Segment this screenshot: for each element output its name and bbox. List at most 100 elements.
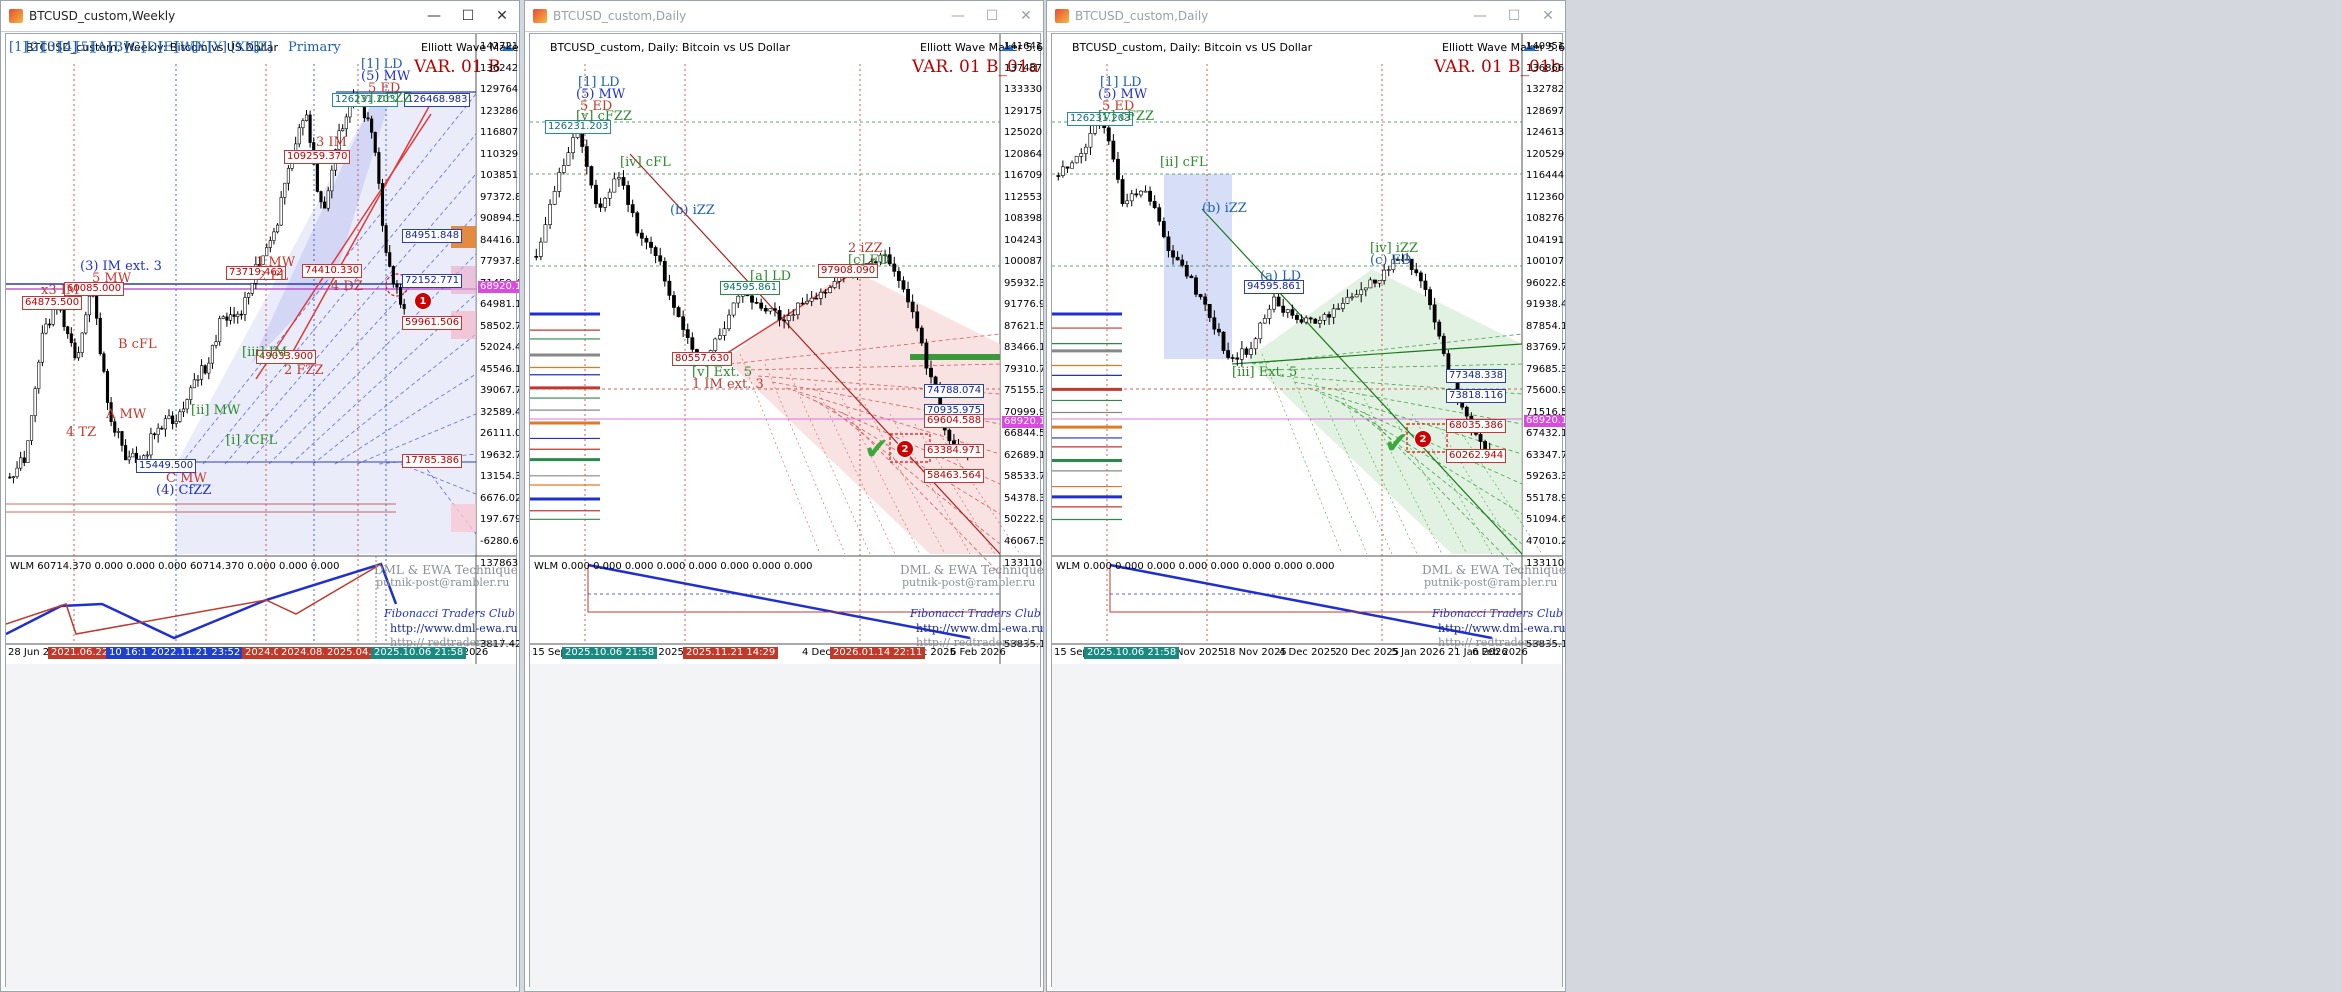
candle-body — [1304, 317, 1309, 323]
close-button[interactable]: ✕ — [496, 8, 508, 24]
window-titlebar[interactable]: BTCUSD_custom,Daily — ☐ ✕ — [1047, 1, 1565, 32]
candle-body — [713, 338, 718, 351]
price-chart[interactable]: BTCUSD_custom, Weekly: Bitcoin vs US Dol… — [5, 33, 519, 990]
wave-label: [v] cFZZ — [576, 109, 632, 124]
channel-line — [1307, 387, 1523, 455]
candle-body — [763, 308, 768, 312]
maximize-button[interactable]: ☐ — [461, 8, 475, 24]
window-titlebar[interactable]: BTCUSD_custom,Daily — ☐ ✕ — [525, 1, 1043, 32]
wave-label: [ii] cFL — [1160, 155, 1208, 170]
price-tick: 26111.063 — [480, 428, 519, 439]
current-price-tag: 68920.150 — [1524, 415, 1565, 427]
candle-body — [1111, 140, 1116, 160]
candle-body — [1171, 250, 1175, 258]
price-tick: 96022.880 — [1526, 277, 1565, 289]
timeframe-tab[interactable]: [1] — [9, 40, 28, 55]
candle-body — [192, 379, 196, 389]
candle-body — [189, 387, 193, 400]
price-tick: 90894.523 — [480, 213, 519, 224]
chart-window-weekly[interactable]: BTCUSD_custom,Weekly — ☐ ✕ BTCUSD_custom… — [0, 0, 520, 992]
candle-body — [26, 440, 30, 463]
candle-body — [178, 411, 182, 422]
timeframe-tab[interactable]: [B] — [108, 40, 129, 55]
candle-body — [174, 421, 178, 424]
candle-body — [919, 327, 924, 344]
close-button[interactable]: ✕ — [1020, 8, 1032, 24]
empty-area — [1052, 664, 1562, 990]
timeframe-tab[interactable]: [C] — [125, 40, 146, 55]
chart-window-daily-a[interactable]: BTCUSD_custom,Daily — ☐ ✕ BTCUSD_custom,… — [524, 0, 1044, 992]
maximize-button[interactable]: ☐ — [985, 8, 999, 24]
minimize-button[interactable]: — — [1473, 8, 1487, 24]
timeframe-tab[interactable]: [5] — [75, 40, 94, 55]
minimize-button[interactable]: — — [427, 8, 441, 24]
maximize-button[interactable]: ☐ — [1507, 8, 1521, 24]
candle-body — [561, 165, 566, 173]
timeframe-tab[interactable]: [A] — [92, 40, 112, 55]
price-tick: 13154.371 — [480, 471, 519, 482]
candle-body — [344, 116, 348, 130]
timeframe-tab[interactable]: [Z] — [253, 40, 273, 55]
minimize-button[interactable]: — — [951, 8, 965, 24]
timeframe-tab[interactable]: [4] — [58, 40, 78, 55]
chart-window-daily-b[interactable]: BTCUSD_custom,Daily — ☐ ✕ BTCUSD_custom,… — [1046, 0, 1566, 992]
wlm-line-blue — [1109, 563, 1493, 640]
price-tick: 79310.744 — [1004, 363, 1043, 375]
candle-body — [87, 295, 91, 316]
target-box — [889, 433, 931, 463]
candle-body — [29, 415, 34, 441]
price-box: 97908.090 — [818, 264, 879, 278]
candle-body — [1217, 328, 1221, 333]
price-chart[interactable]: BTCUSD_custom, Daily: Bitcoin vs US Doll… — [529, 33, 1044, 990]
price-box: 49033.900 — [256, 350, 317, 364]
wlm-line-red — [1109, 565, 1522, 613]
timeframe-tab[interactable]: [3] — [42, 40, 61, 55]
candle-body — [384, 225, 388, 253]
wave-label: 4 DZ — [331, 279, 363, 294]
candle-body — [149, 433, 153, 456]
candle-body — [19, 457, 23, 469]
candle-body — [402, 304, 406, 310]
date-highlight: 2025.11.21 14:29 — [683, 647, 779, 659]
candle-body — [1184, 265, 1189, 277]
candle-body — [832, 281, 837, 288]
channel-cross-line — [889, 413, 971, 555]
candle-body — [337, 130, 341, 150]
timeframe-tab[interactable]: [X] — [191, 40, 211, 55]
candle-body — [257, 264, 262, 266]
cloud-icon[interactable]: ☁ — [500, 39, 514, 55]
candle-body — [1129, 193, 1134, 202]
timeframe-tab[interactable]: [D] — [141, 40, 163, 55]
candle-body — [370, 118, 374, 133]
price-box: 15449.500 — [136, 459, 197, 473]
wave-label: 5 ED — [368, 81, 401, 96]
date-highlight: 2026.01.14 22:11 — [830, 647, 926, 659]
candle-body — [156, 427, 160, 436]
cloud-icon[interactable]: ☁ — [1522, 39, 1536, 55]
timeframe-tab[interactable]: [W] — [175, 40, 199, 55]
timeframe-tab[interactable]: Primary — [288, 40, 341, 55]
candle-body — [73, 342, 77, 359]
cloud-icon[interactable]: ☁ — [1000, 39, 1014, 55]
price-tick: 53835.103 — [1526, 639, 1565, 650]
candle-body — [1125, 200, 1130, 204]
credit-club: Fibonacci Traders Club — [384, 607, 515, 620]
credit-brand: DML & EWA Technique — [900, 563, 1044, 577]
timeframe-tab[interactable]: [XX] — [230, 40, 260, 55]
price-chart[interactable]: BTCUSD_custom, Daily: Bitcoin vs US Doll… — [1051, 33, 1566, 990]
wlm-line-blue — [6, 562, 398, 640]
candle-body — [221, 316, 225, 319]
candle-body — [1258, 322, 1263, 340]
candle-body — [304, 114, 309, 121]
candle-body — [538, 241, 543, 257]
candle-body — [239, 313, 243, 316]
window-titlebar[interactable]: BTCUSD_custom,Weekly — ☐ ✕ — [1, 1, 519, 32]
timeframe-tab[interactable]: [2] — [25, 40, 45, 55]
trend-line — [1231, 343, 1523, 365]
timeframe-tab[interactable]: [E] — [158, 40, 179, 55]
credit-brand: DML & EWA Technique — [1422, 563, 1566, 577]
timeframe-tab[interactable]: [Y] — [208, 40, 227, 55]
candle-body — [250, 283, 254, 294]
candle-body — [243, 297, 247, 315]
close-button[interactable]: ✕ — [1542, 8, 1554, 24]
